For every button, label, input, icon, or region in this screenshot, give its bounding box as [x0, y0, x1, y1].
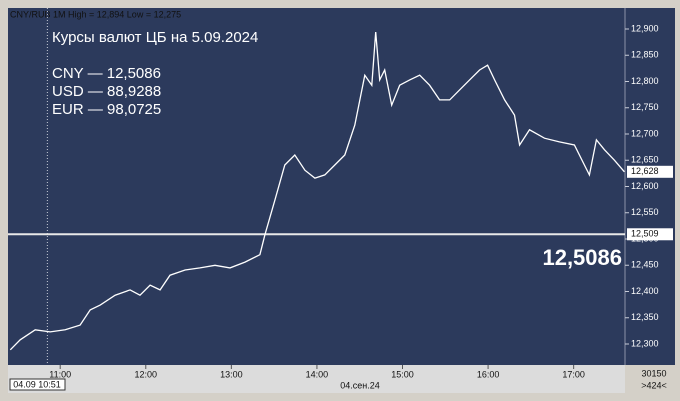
y-tick-label: 12,800: [631, 76, 659, 86]
y-tick-label: 12,350: [631, 312, 659, 322]
reference-rate: 12,5086: [542, 245, 622, 270]
y-tick-label: 12,450: [631, 260, 659, 270]
x-tick-label: 13:00: [220, 369, 243, 379]
y-tick-label: 12,700: [631, 128, 659, 138]
chart-title: Курсы валют ЦБ на 5.09.2024: [52, 29, 258, 46]
plot-area: [8, 8, 625, 365]
y-tick-label: 12,550: [631, 207, 659, 217]
y-tick-label: 12,600: [631, 181, 659, 191]
x-tick-label: 17:00: [562, 369, 585, 379]
level-label-box: [627, 228, 673, 241]
y-tick-label: 12,300: [631, 338, 659, 348]
x-axis-area: [8, 365, 625, 393]
x-tick-label: 14:00: [306, 369, 329, 379]
level-label: 12,509: [631, 229, 659, 239]
x-tick-label: 12:00: [135, 369, 158, 379]
annotation: CNY — 12,5086: [52, 65, 161, 82]
last-price-box: [627, 165, 673, 178]
x-tick-label: 15:00: [391, 369, 414, 379]
x-tick-label: 16:00: [477, 369, 500, 379]
y-tick-label: 12,850: [631, 50, 659, 60]
y-tick-label: 12,400: [631, 286, 659, 296]
y-tick-label: 12,750: [631, 102, 659, 112]
annotation: EUR — 98,0725: [52, 101, 161, 118]
footer-text: 30150: [641, 368, 666, 378]
price-line: [9, 32, 625, 351]
header: CNY/RUB 1M High = 12,894 Low = 12,275: [10, 9, 181, 19]
footer-text: >424<: [641, 380, 667, 390]
date-label: 04.сен.24: [340, 380, 380, 390]
last-price-label: 12,628: [631, 166, 659, 176]
x-tick-label: 11:00: [49, 369, 71, 379]
y-axis-area: [625, 8, 675, 365]
cursor-label-box: [9, 378, 66, 391]
cursor-label: 04.09 10:51: [13, 379, 61, 389]
y-tick-label: 12,650: [631, 155, 659, 165]
y-tick-label: 12,900: [631, 23, 659, 33]
annotation: USD — 88,9288: [52, 83, 161, 100]
